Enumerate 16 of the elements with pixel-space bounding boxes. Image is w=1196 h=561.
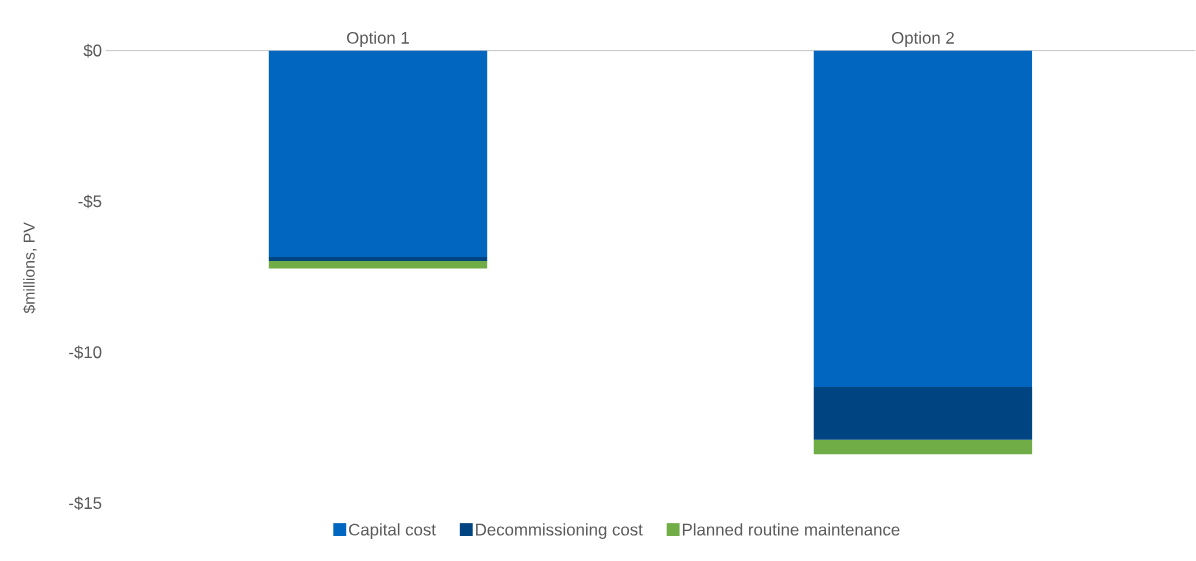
bar bbox=[268, 261, 488, 269]
legend-label: Capital cost bbox=[349, 523, 436, 539]
bar bbox=[813, 387, 1033, 440]
y-tick-label: -$10 bbox=[69, 345, 102, 360]
x-tick-label: Option 1 bbox=[347, 31, 409, 48]
legend-label: Decommissioning cost bbox=[476, 523, 643, 539]
y-tick-label: $0 bbox=[83, 43, 102, 58]
y-tick-label: -$15 bbox=[69, 496, 102, 511]
y-tick-label: -$5 bbox=[78, 194, 102, 209]
bar bbox=[813, 439, 1033, 455]
y-axis-title: $millions, PV bbox=[22, 222, 37, 314]
x-tick-label: Option 2 bbox=[891, 31, 954, 48]
bar bbox=[268, 257, 488, 262]
bar bbox=[268, 50, 488, 258]
legend-label: Planned routine maintenance bbox=[682, 523, 900, 536]
bar bbox=[813, 50, 1033, 388]
